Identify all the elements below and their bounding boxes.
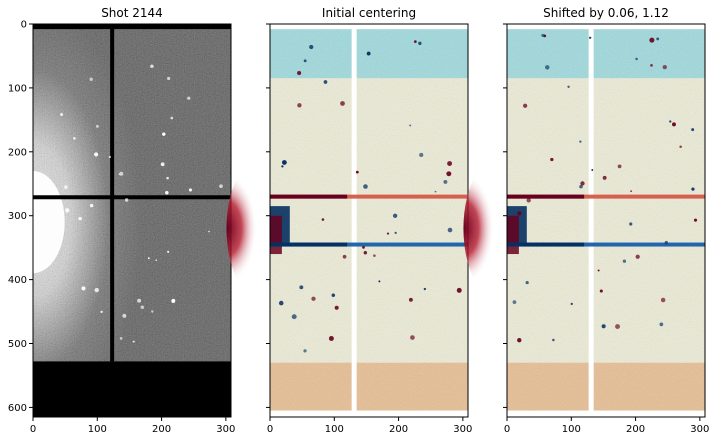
y-tick-label-1-1: 100 [8,83,27,94]
y-tick-label-1-5: 500 [8,339,27,350]
x-tick-label-3-1: 100 [562,424,581,435]
x-tick-label-1-2: 200 [152,424,171,435]
x-tick-label-2-2: 200 [389,424,408,435]
x-tick-label-1-3: 300 [216,424,235,435]
panel-title-3: Shifted by 0.06, 1.12 [543,6,669,20]
panel-2: Initial centering 0 100 200 300 [226,6,472,435]
x-tick-label-2-3: 300 [453,424,472,435]
heatmap-image-2 [226,24,468,417]
x-tick-label-1-1: 100 [88,424,107,435]
panel-3: Shifted by 0.06, 1.12 0 100 200 300 [463,6,709,435]
y-tick-label-1-0: 0 [21,20,27,31]
heatmap-image-1 [1,24,231,417]
y-tick-label-1-2: 200 [8,147,27,158]
y-tick-label-1-3: 300 [8,211,27,222]
x-tick-label-3-2: 200 [626,424,645,435]
heatmap-image-3 [463,24,705,417]
axes-frame-3 [506,23,706,418]
x-tick-label-2-0: 0 [267,424,273,435]
x-tick-label-2-1: 100 [325,424,344,435]
x-tick-label-1-0: 0 [30,424,36,435]
x-tick-label-3-0: 0 [504,424,510,435]
panel-1: Shot 2144 0 100 200 300 0 100 200 300 400 500 600 [1,6,235,435]
x-tick-label-3-3: 300 [690,424,709,435]
y-tick-label-1-6: 600 [8,403,27,414]
panel-title-1: Shot 2144 [101,6,163,20]
panel-title-2: Initial centering [322,6,416,20]
y-tick-label-1-4: 400 [8,275,27,286]
